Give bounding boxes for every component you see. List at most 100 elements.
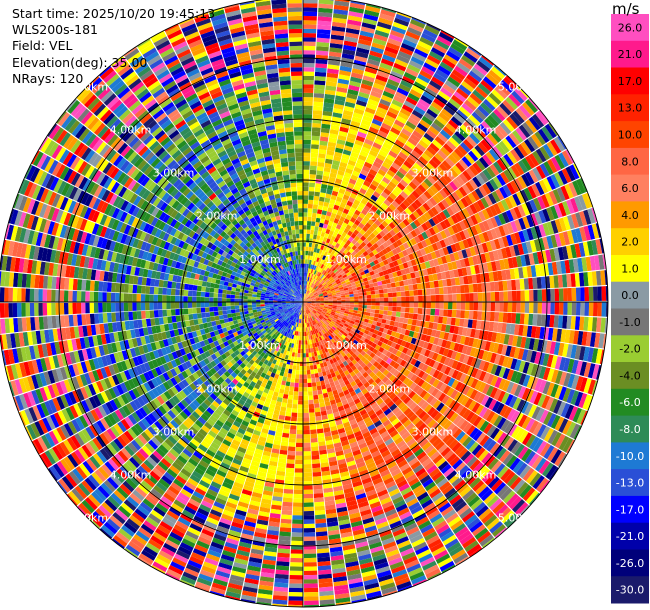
ray-gate — [322, 339, 327, 344]
ray-gate — [396, 364, 404, 372]
ray-gate — [459, 373, 467, 383]
ray-gate — [307, 382, 312, 388]
ray-gate — [365, 343, 371, 350]
ray-gate — [297, 353, 301, 358]
ray-gate — [295, 348, 299, 353]
ray-gate — [384, 545, 398, 554]
ray-gate — [317, 322, 321, 327]
ray-gate — [458, 353, 466, 363]
ray-gate — [230, 302, 235, 306]
ray-gate — [506, 455, 518, 468]
ray-gate — [371, 374, 379, 382]
ray-gate — [408, 457, 419, 467]
ray-gate — [388, 325, 394, 331]
ray-gate — [397, 413, 406, 422]
ray-gate — [492, 322, 499, 332]
ray-gate — [550, 414, 561, 429]
ray-gate — [153, 302, 158, 310]
ray-gate — [436, 323, 443, 331]
ray-gate — [389, 403, 398, 412]
ray-gate — [389, 320, 395, 326]
ray-gate — [292, 365, 297, 370]
ray-gate — [355, 492, 367, 500]
ray-gate — [222, 293, 227, 298]
ray-gate — [252, 307, 257, 310]
ray-gate — [375, 370, 383, 378]
ray-gate — [382, 419, 391, 427]
ray-gate — [336, 327, 341, 332]
ray-gate — [355, 401, 363, 409]
ray-gate — [493, 388, 502, 401]
ray-gate — [454, 501, 467, 513]
ray-gate — [352, 312, 358, 317]
ray-gate — [538, 352, 546, 366]
ray-gate — [313, 399, 319, 404]
ray-gate — [303, 302, 307, 305]
ray-gate — [411, 444, 422, 454]
ray-gate — [380, 497, 392, 505]
ray-gate — [308, 313, 311, 318]
ray-gate — [312, 334, 315, 340]
ray-gate — [283, 488, 294, 494]
ray-gate — [423, 564, 439, 575]
ray-gate — [414, 448, 424, 457]
ray-gate — [303, 400, 309, 405]
ray-gate — [434, 308, 440, 316]
ray-gate — [531, 406, 541, 420]
ray-gate — [331, 309, 336, 313]
ray-gate — [227, 313, 232, 318]
ray-gate — [391, 311, 397, 317]
ray-gate — [289, 360, 294, 366]
ray-gate — [213, 293, 218, 298]
ray-gate — [492, 501, 506, 514]
ray-gate — [420, 347, 427, 356]
ray-gate — [239, 295, 244, 299]
ray-gate — [303, 498, 314, 503]
ray-gate — [496, 447, 507, 460]
ray-gate — [351, 476, 362, 484]
ray-gate — [460, 450, 472, 462]
ray-gate — [408, 313, 414, 319]
ray-gate — [332, 366, 338, 373]
ray-gate — [98, 281, 104, 292]
ray-gate — [306, 304, 310, 308]
ray-gate — [149, 294, 154, 302]
ray-gate — [342, 317, 347, 321]
ray-gate — [433, 337, 440, 346]
ray-gate — [288, 587, 303, 593]
ray-gate — [60, 315, 66, 328]
ray-gate — [472, 416, 483, 427]
ray-gate — [586, 395, 594, 411]
ray-gate — [370, 309, 376, 314]
ray-gate — [357, 438, 366, 446]
ray-gate — [395, 536, 409, 545]
ray-gate — [127, 302, 133, 312]
ray-gate — [315, 518, 327, 524]
ray-gate — [374, 481, 385, 490]
ray-gate — [476, 418, 486, 430]
ray-gate — [313, 394, 319, 400]
ray-gate — [497, 465, 509, 479]
ray-gate — [303, 302, 306, 306]
ray-gate — [422, 560, 437, 571]
ray-gate — [558, 386, 567, 401]
ray-gate — [289, 364, 293, 370]
ray-gate — [197, 280, 203, 286]
ray-gate — [446, 349, 454, 359]
ray-gate — [381, 376, 389, 384]
ray-gate — [303, 370, 307, 375]
ray-gate — [383, 310, 388, 316]
ray-gate — [439, 417, 449, 428]
ray-gate — [283, 389, 289, 395]
ray-gate — [438, 316, 444, 324]
ray-gate — [470, 357, 478, 368]
ray-gate — [551, 431, 562, 447]
ray-gate — [424, 349, 431, 358]
ray-gate — [345, 429, 354, 436]
ray-gate — [183, 296, 188, 302]
ray-gate — [377, 442, 387, 451]
ray-gate — [534, 365, 543, 378]
ray-gate — [320, 320, 325, 325]
ray-gate — [546, 382, 555, 396]
ray-gate — [334, 370, 340, 376]
